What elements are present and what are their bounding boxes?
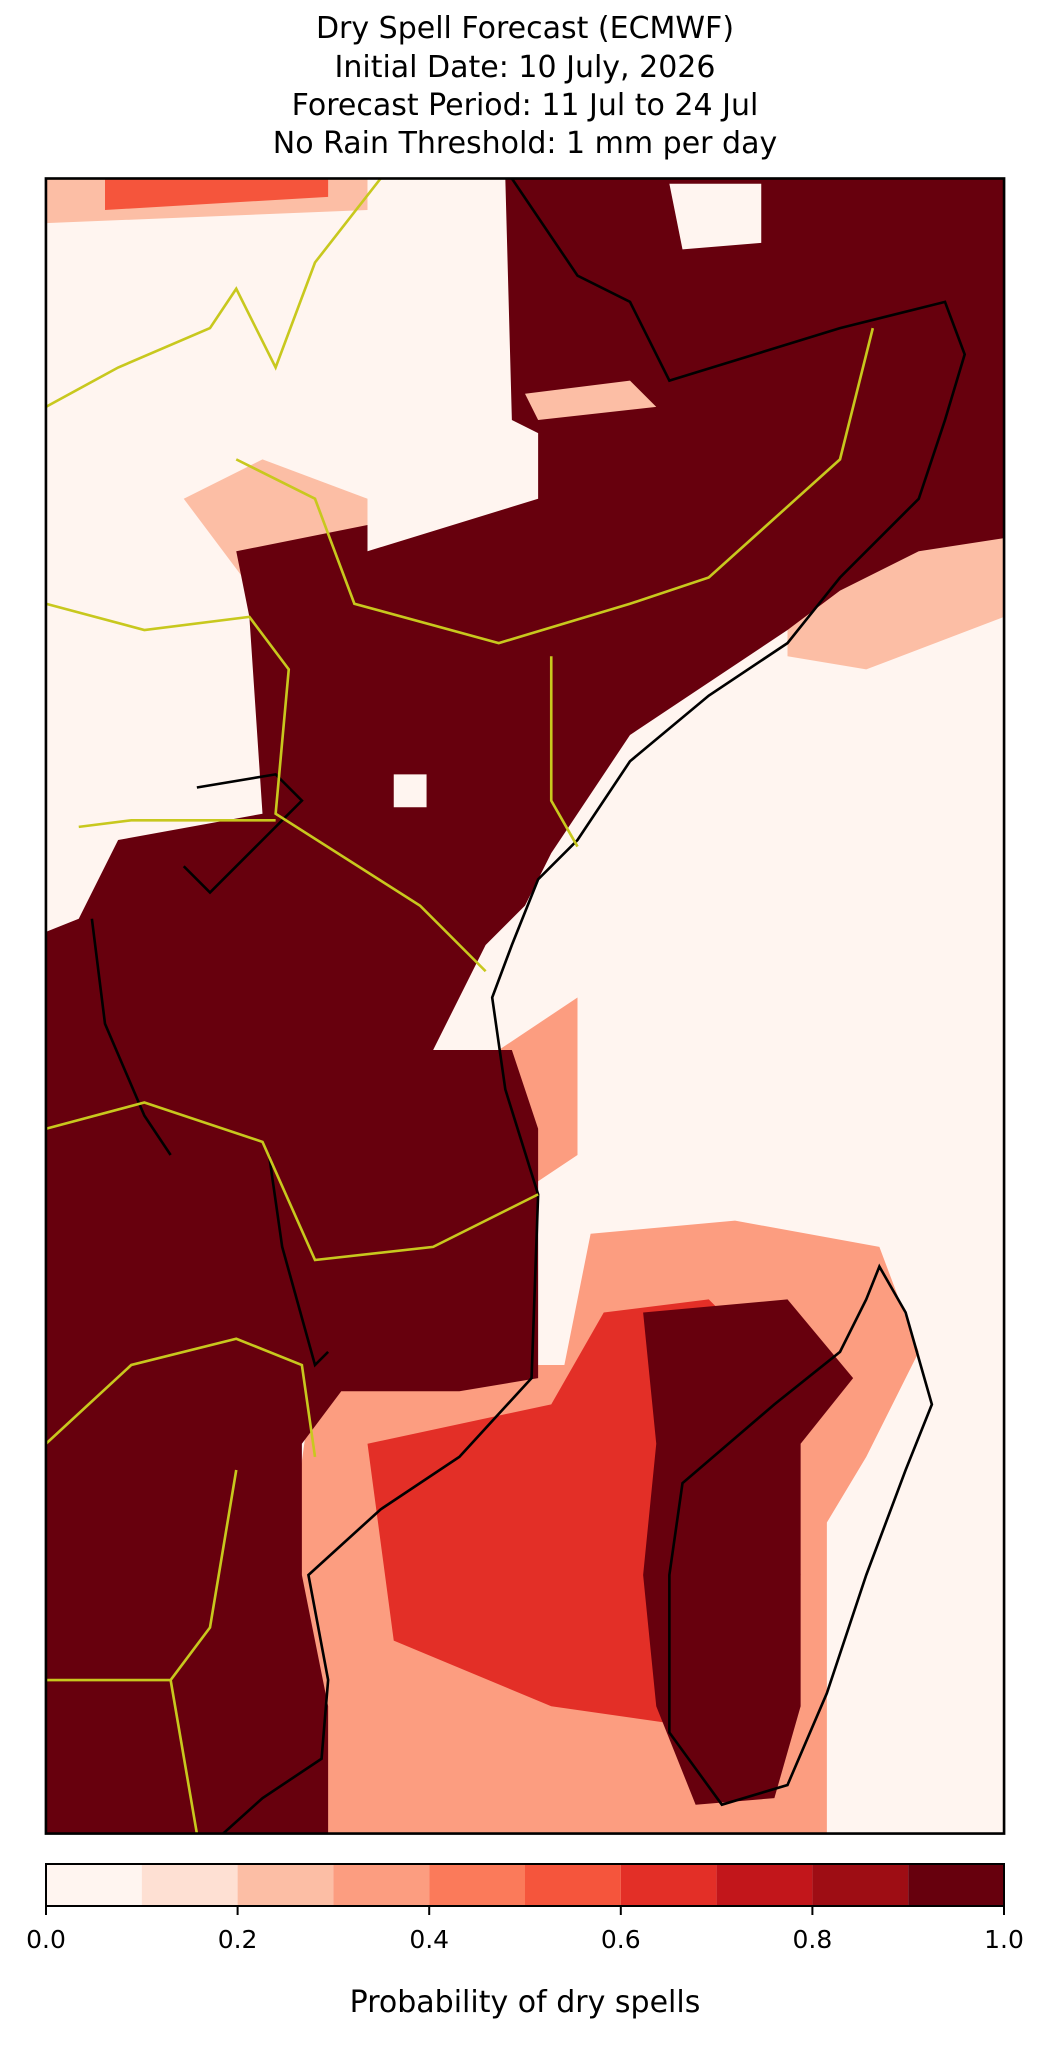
map-frame bbox=[44, 177, 1006, 1835]
title-line: Forecast Period: 11 Jul to 24 Jul bbox=[292, 88, 759, 123]
colorbar-segment bbox=[237, 1864, 334, 1906]
probability-field bbox=[45, 178, 1005, 1834]
colorbar-tick-label: 0.6 bbox=[601, 1925, 641, 1954]
colorbar-tick-label: 0.0 bbox=[26, 1925, 66, 1954]
colorbar-segment bbox=[333, 1864, 430, 1906]
title-line: No Rain Threshold: 1 mm per day bbox=[273, 126, 777, 161]
coastline bbox=[222, 178, 967, 1834]
title-block: Dry Spell Forecast (ECMWF) Initial Date:… bbox=[273, 11, 777, 161]
lake bbox=[90, 918, 172, 1156]
border bbox=[45, 602, 487, 973]
lake bbox=[182, 772, 304, 895]
colorbar-segment bbox=[716, 1864, 813, 1906]
border bbox=[235, 327, 875, 645]
colorbar-tick-label: 0.2 bbox=[218, 1925, 258, 1954]
colorbar-segment bbox=[620, 1864, 717, 1906]
colorbar-frame bbox=[45, 1863, 1005, 1907]
probability-field bbox=[669, 183, 762, 250]
title-line: Dry Spell Forecast (ECMWF) bbox=[316, 11, 734, 46]
border bbox=[45, 178, 382, 409]
colorbar-tick-label: 0.4 bbox=[409, 1925, 449, 1954]
coastline bbox=[668, 1263, 934, 1807]
probability-field bbox=[643, 1299, 854, 1805]
colorbar-tick-label: 1.0 bbox=[984, 1925, 1024, 1954]
map bbox=[44, 177, 1006, 1835]
border bbox=[45, 1337, 317, 1458]
colorbar-tick-label: 0.8 bbox=[793, 1925, 833, 1954]
border bbox=[169, 1679, 199, 1834]
colorbar: 0.0 0.2 0.4 0.6 0.8 1.0 bbox=[26, 1863, 1024, 1954]
colorbar-segment bbox=[141, 1864, 238, 1906]
probability-field bbox=[498, 997, 578, 1182]
colorbar-label: Probability of dry spells bbox=[350, 1985, 701, 2020]
colorbar-segment bbox=[429, 1864, 525, 1906]
probability-field bbox=[105, 178, 329, 210]
colorbar-segment bbox=[908, 1864, 1004, 1906]
border bbox=[45, 1101, 539, 1262]
colorbar-segment bbox=[525, 1864, 621, 1906]
title-line: Initial Date: 10 July, 2026 bbox=[335, 50, 716, 85]
probability-field bbox=[393, 774, 427, 808]
colorbar-segment bbox=[46, 1864, 142, 1906]
probability-field bbox=[525, 380, 657, 420]
lake bbox=[267, 1154, 330, 1368]
border bbox=[549, 656, 579, 848]
border bbox=[78, 819, 276, 829]
border bbox=[45, 1469, 238, 1682]
colorbar-segment bbox=[812, 1864, 909, 1906]
